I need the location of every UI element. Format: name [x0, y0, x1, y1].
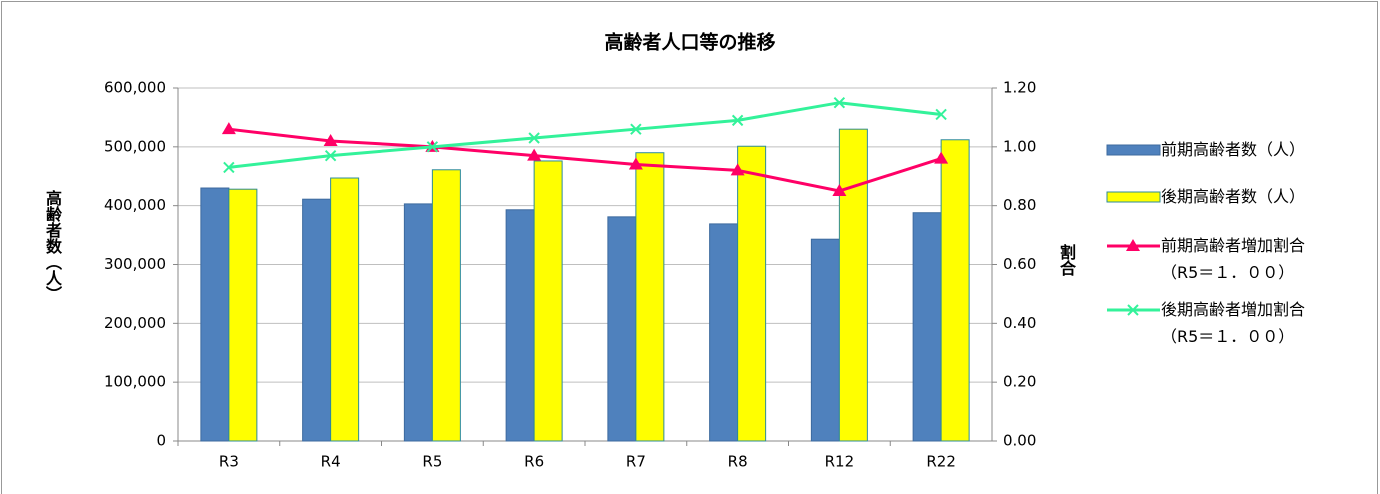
line-marker: [934, 151, 949, 164]
bar: [330, 177, 360, 442]
y-tick-label: 200,000: [104, 314, 166, 332]
y-tick-label: 400,000: [104, 196, 166, 214]
bar: [403, 203, 433, 442]
x-tick-label: R12: [825, 453, 855, 471]
y2-tick-label: 0.60: [1003, 255, 1036, 273]
bar: [200, 187, 230, 442]
line-marker: [527, 148, 542, 161]
line-marker: [223, 161, 235, 174]
x-tick-label: R4: [321, 453, 341, 471]
y2-axis-title: 割合: [1057, 244, 1076, 276]
line-marker: [935, 108, 947, 121]
bar: [302, 198, 332, 442]
y-tick-label: 500,000: [104, 137, 166, 155]
y-tick-label: 600,000: [104, 79, 166, 97]
x-tick-label: R7: [626, 453, 646, 471]
legend-marker: [1126, 239, 1140, 251]
bar: [737, 145, 767, 442]
y-axis-title: 高齢者数（人）: [43, 190, 62, 302]
line-marker: [221, 122, 236, 135]
x-tick-label: R3: [219, 453, 239, 471]
bar: [431, 169, 461, 442]
x-tick-label: R5: [422, 453, 442, 471]
legend-swatch: [1106, 144, 1161, 156]
x-tick-label: R8: [728, 453, 748, 471]
x-tick-label: R22: [926, 453, 956, 471]
bar: [810, 238, 840, 442]
y2-tick-label: 0.20: [1003, 373, 1036, 391]
bar: [228, 188, 258, 442]
line-marker: [528, 132, 540, 144]
legend-swatch: [1106, 191, 1161, 203]
line-marker: [426, 141, 439, 153]
line-marker: [628, 157, 643, 170]
x-tick-label: R6: [524, 453, 544, 471]
y-tick-label: 100,000: [104, 373, 166, 391]
line-marker: [730, 163, 745, 176]
line: [228, 101, 942, 169]
bar: [940, 139, 970, 442]
y2-tick-label: 1.00: [1003, 137, 1036, 155]
y2-tick-label: 0.80: [1003, 196, 1036, 214]
legend-label: 後期高齢者増加割合（R5＝１．００）: [1161, 300, 1306, 346]
line-marker: [832, 183, 847, 196]
line-marker: [731, 114, 744, 127]
bar: [838, 128, 868, 442]
bar: [635, 152, 665, 442]
legend-label: 後期高齢者数（人）: [1161, 187, 1306, 206]
legend-label: 前期高齢者増加割合（R5＝１．００）: [1161, 236, 1306, 282]
y-tick-label: 0: [156, 432, 166, 450]
line-marker: [324, 149, 337, 162]
y2-tick-label: 0.00: [1003, 432, 1036, 450]
line-marker: [833, 97, 846, 109]
bar: [912, 212, 942, 442]
legend-marker: [1127, 304, 1139, 316]
bar: [607, 216, 637, 442]
y2-tick-label: 1.20: [1003, 79, 1036, 97]
legend-label: 前期高齢者数（人）: [1161, 140, 1306, 159]
bar: [709, 223, 739, 442]
chart-title: 高齢者人口等の推移: [604, 31, 775, 54]
y2-tick-label: 0.40: [1003, 314, 1036, 332]
bar: [505, 209, 535, 442]
line-marker: [323, 133, 338, 146]
line: [228, 127, 942, 193]
y-tick-label: 300,000: [104, 255, 166, 273]
line-marker: [630, 123, 642, 135]
bar: [533, 160, 563, 442]
